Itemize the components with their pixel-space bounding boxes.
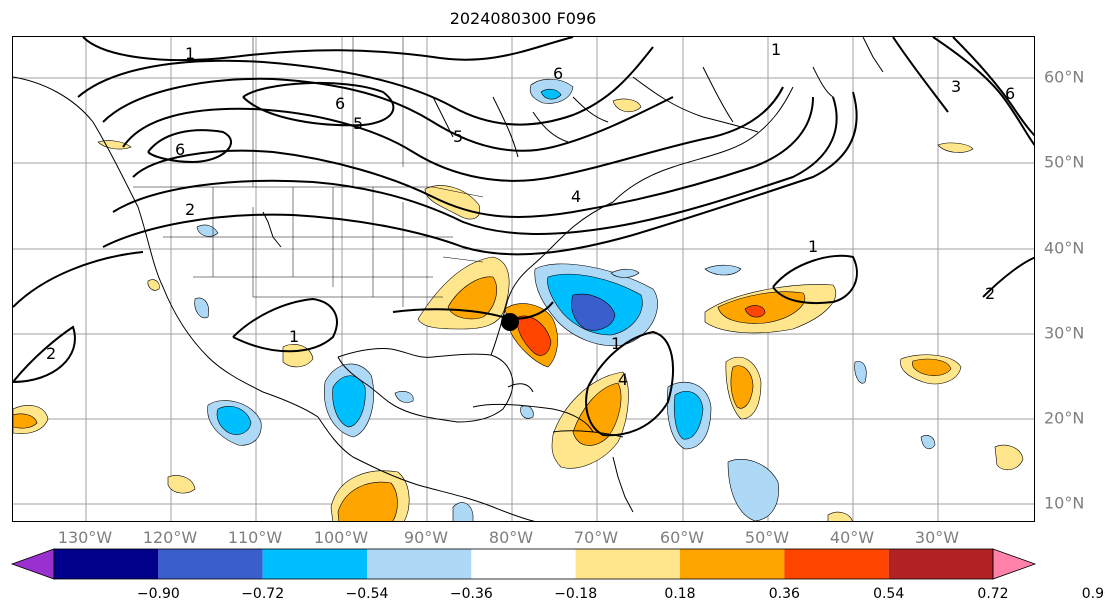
colorbar-segment [471,549,576,579]
contour-label: 4 [571,187,581,206]
contour-label: 1 [289,327,299,346]
colorbar-tick-label: 0.54 [873,586,905,602]
longitude-label: 100°W [313,528,369,547]
latitude-label: 30°N [1044,323,1085,343]
colorbar-tick-label: −0.72 [241,586,285,602]
contour-label: 2 [185,200,195,219]
contour-label: 4 [618,370,628,389]
longitude-label: 70°W [573,528,619,547]
colorbar-tick-label: −0.18 [554,586,598,602]
contour-label: 6 [175,140,185,159]
colorbar-segment [992,548,1037,580]
colorbar-segment [888,549,993,579]
contour-label: 2 [46,344,56,363]
colorbar-segment [575,549,680,579]
political-borders [133,37,484,307]
longitude-label: 40°W [829,528,875,547]
longitude-label: 30°W [914,528,960,547]
contour-label-group: 1 2 6 6 5 4 2 1 1 1 2 5 3 6 1 4 6 [46,40,1015,389]
latitude-label: 10°N [1044,493,1085,513]
longitude-label: 80°W [488,528,534,547]
contour-label: 6 [553,64,563,83]
contour-label: 6 [1005,84,1015,103]
longitude-label: 120°W [142,528,198,547]
latitude-label: 20°N [1044,408,1085,428]
anomaly-shading [13,78,1024,521]
colorbar-tick-label: 0.36 [768,586,800,602]
map-title: 2024080300 F096 [449,9,597,28]
contour-label: 1 [611,334,621,353]
contour-label: 1 [185,44,195,63]
contour-label: 2 [985,284,995,303]
contour-label: 1 [771,40,781,59]
latitude-label: 60°N [1044,67,1085,87]
map-canvas: 1 2 6 6 5 4 2 1 1 1 2 5 3 6 1 4 6 [13,37,1034,521]
colorbar-segment [680,549,785,579]
longitude-label: 50°W [744,528,790,547]
contour-label: 6 [335,94,345,113]
contour-label: 1 [808,237,818,256]
contour-label: 3 [951,77,961,96]
storm-center-marker [501,313,519,331]
colorbar-segment [262,549,367,579]
map-panel: 1 2 6 6 5 4 2 1 1 1 2 5 3 6 1 4 6 [12,36,1035,522]
colorbar-tick-label: 0.90 [1081,586,1105,602]
longitude-label: 110°W [227,528,283,547]
latitude-label: 40°N [1044,238,1085,258]
contour-lines [13,37,1034,437]
colorbar-tick-label: 0.18 [664,586,696,602]
contour-label: 5 [353,114,363,133]
contour-label: 5 [453,127,463,146]
colorbar-tick-label: −0.54 [345,586,389,602]
colorbar-tick-label: 0.72 [977,586,1009,602]
longitude-label: 60°W [659,528,705,547]
colorbar-segment [54,549,159,579]
colorbar-tick-label: −0.36 [449,586,493,602]
latitude-label: 50°N [1044,152,1085,172]
colorbar [10,548,1037,580]
colorbar-tick-label: −0.90 [136,586,180,602]
gridlines [13,37,1034,521]
colorbar-segment [784,549,889,579]
longitude-label: 130°W [57,528,113,547]
coastlines [13,37,884,521]
colorbar-segment [367,549,472,579]
colorbar-outline [53,548,994,580]
longitude-label: 90°W [403,528,449,547]
colorbar-segment [10,548,55,580]
colorbar-segment [158,549,263,579]
